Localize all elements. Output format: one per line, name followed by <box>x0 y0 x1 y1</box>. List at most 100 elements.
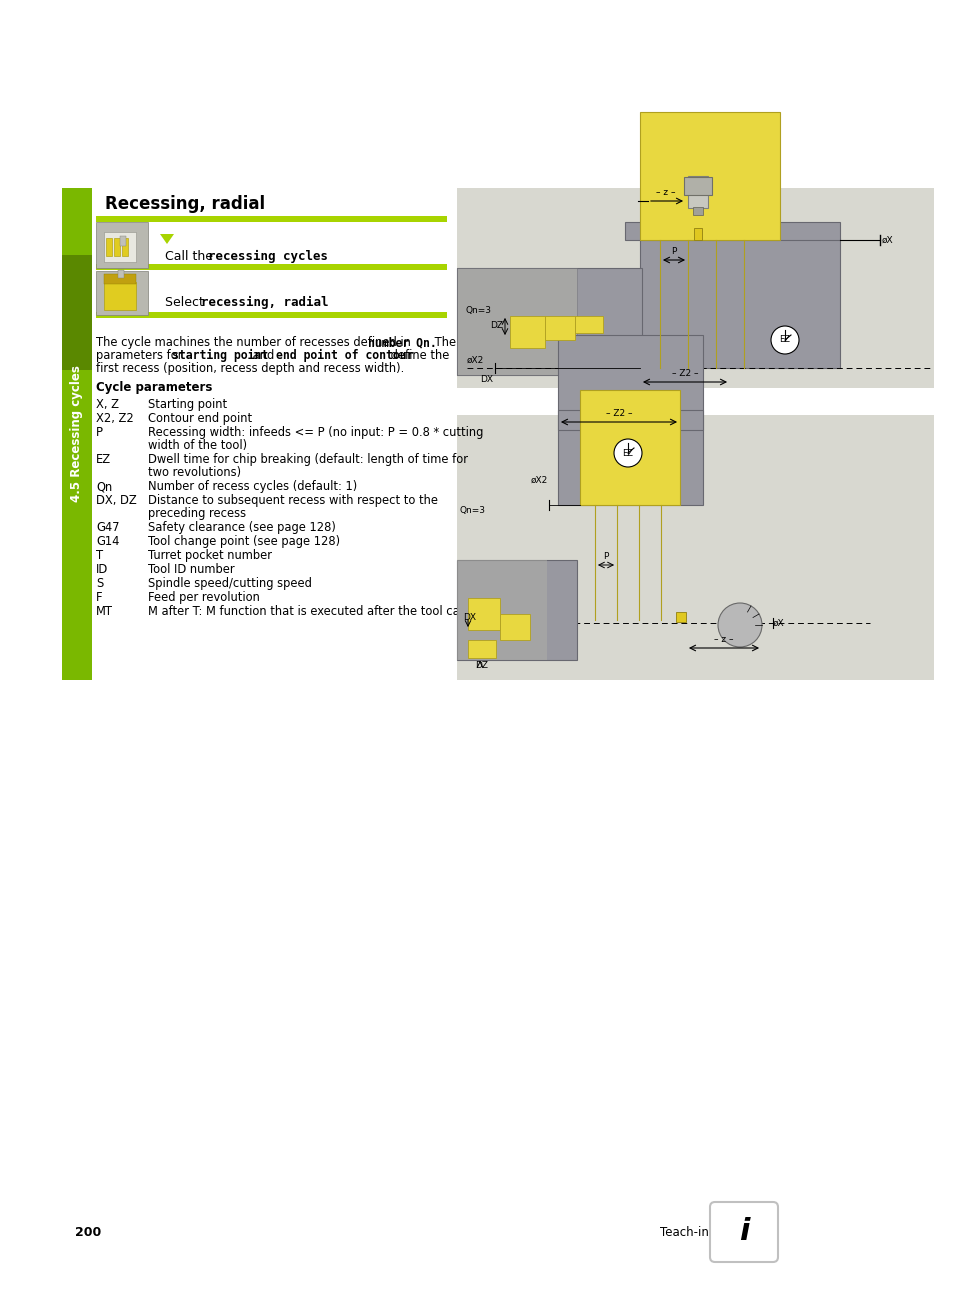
Text: F: F <box>96 591 103 604</box>
Bar <box>96 271 148 315</box>
Bar <box>104 273 136 284</box>
Text: Teach-in mode: Teach-in mode <box>659 1226 745 1239</box>
Bar <box>104 283 136 310</box>
Text: Safety clearance (see page 128): Safety clearance (see page 128) <box>148 521 335 534</box>
Text: DZ: DZ <box>490 320 502 330</box>
Text: Turret pocket number: Turret pocket number <box>148 549 272 562</box>
Text: Recessing, radial: Recessing, radial <box>105 195 265 213</box>
Bar <box>639 112 780 239</box>
Text: – z –: – z – <box>714 634 733 644</box>
Bar <box>96 222 148 268</box>
Text: width of the tool): width of the tool) <box>148 439 247 453</box>
Text: X, Z: X, Z <box>96 398 119 411</box>
Text: end point of contour: end point of contour <box>275 349 413 362</box>
Text: S: S <box>96 577 103 590</box>
Text: The cycle machines the number of recesses defined in: The cycle machines the number of recesse… <box>96 336 414 349</box>
Text: define the: define the <box>387 349 449 362</box>
Polygon shape <box>160 234 173 245</box>
Bar <box>118 269 124 279</box>
Text: øX2: øX2 <box>467 356 484 365</box>
Text: Qn=3: Qn=3 <box>465 306 492 314</box>
Bar <box>639 238 840 368</box>
Bar <box>104 232 136 262</box>
Text: T: T <box>96 549 103 562</box>
Text: EZ: EZ <box>622 449 633 458</box>
Bar <box>106 238 112 256</box>
Text: MT: MT <box>96 606 112 617</box>
Text: 4.5 Recessing cycles: 4.5 Recessing cycles <box>71 365 84 502</box>
Text: DZ: DZ <box>475 661 488 670</box>
Text: Distance to subsequent recess with respect to the: Distance to subsequent recess with respe… <box>148 494 437 508</box>
Text: parameters for: parameters for <box>96 349 186 362</box>
Text: The: The <box>431 336 456 349</box>
Bar <box>468 640 496 658</box>
Bar <box>575 317 602 334</box>
Text: Feed per revolution: Feed per revolution <box>148 591 259 604</box>
Bar <box>687 177 707 208</box>
Bar <box>579 390 679 505</box>
Text: Dwell time for chip breaking (default: length of time for: Dwell time for chip breaking (default: l… <box>148 453 468 466</box>
Text: P: P <box>96 426 103 439</box>
Bar <box>456 415 933 680</box>
Circle shape <box>718 603 761 647</box>
Bar <box>96 216 447 222</box>
Text: EZ: EZ <box>96 453 111 466</box>
Text: two revolutions): two revolutions) <box>148 466 241 479</box>
Text: G47: G47 <box>96 521 119 534</box>
Text: Spindle speed/cutting speed: Spindle speed/cutting speed <box>148 577 312 590</box>
Bar <box>456 560 577 661</box>
Text: Tool ID number: Tool ID number <box>148 562 234 576</box>
Text: P: P <box>602 552 608 561</box>
Text: Number of recess cycles (default: 1): Number of recess cycles (default: 1) <box>148 480 356 493</box>
Text: preceding recess: preceding recess <box>148 508 246 521</box>
Bar <box>456 268 641 375</box>
Bar <box>558 335 702 505</box>
Text: 200: 200 <box>75 1226 101 1239</box>
Bar <box>456 268 577 375</box>
Text: P: P <box>671 247 676 256</box>
Text: DX: DX <box>479 375 493 385</box>
Text: DX, DZ: DX, DZ <box>96 494 136 508</box>
Bar <box>120 235 126 246</box>
Text: – Z2 –: – Z2 – <box>671 369 698 378</box>
Text: Call the: Call the <box>165 250 216 263</box>
Bar <box>96 264 447 269</box>
Circle shape <box>770 326 799 354</box>
Text: Cycle parameters: Cycle parameters <box>96 381 213 394</box>
Text: Tool change point (see page 128): Tool change point (see page 128) <box>148 535 340 548</box>
Text: ID: ID <box>96 562 108 576</box>
Bar <box>544 317 575 340</box>
Text: recessing cycles: recessing cycles <box>208 250 328 263</box>
Bar <box>683 177 711 195</box>
Bar <box>122 238 128 256</box>
Bar <box>62 188 91 680</box>
Bar <box>113 238 120 256</box>
Text: M after T: M function that is executed after the tool call T: M after T: M function that is executed a… <box>148 606 476 617</box>
Bar <box>692 207 702 215</box>
Bar <box>510 317 544 348</box>
Text: EZ: EZ <box>779 335 790 344</box>
Text: – z –: – z – <box>656 188 675 198</box>
Bar <box>456 188 933 388</box>
FancyBboxPatch shape <box>709 1202 778 1262</box>
Text: Starting point: Starting point <box>148 398 227 411</box>
Bar <box>693 228 701 239</box>
Bar <box>96 313 447 318</box>
Bar <box>558 409 702 430</box>
Circle shape <box>614 439 641 467</box>
Text: øX2: øX2 <box>530 476 547 484</box>
Text: Qn=3: Qn=3 <box>459 505 485 514</box>
Text: G14: G14 <box>96 535 119 548</box>
Text: DX: DX <box>462 612 476 621</box>
Bar <box>456 560 546 661</box>
Bar <box>676 612 685 623</box>
Text: øX: øX <box>882 235 893 245</box>
Text: and: and <box>249 349 277 362</box>
Text: Recessing width: infeeds <= P (no input: P = 0.8 * cutting: Recessing width: infeeds <= P (no input:… <box>148 426 483 439</box>
Text: øX: øX <box>772 619 783 628</box>
Text: Contour end point: Contour end point <box>148 412 252 425</box>
Bar <box>468 598 499 630</box>
Text: first recess (position, recess depth and recess width).: first recess (position, recess depth and… <box>96 362 404 375</box>
Text: – Z2 –: – Z2 – <box>605 409 632 419</box>
Text: recessing, radial: recessing, radial <box>201 296 328 309</box>
